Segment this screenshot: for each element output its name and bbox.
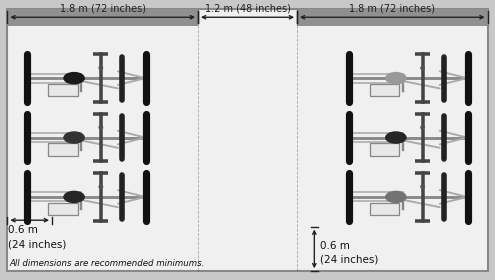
Text: 1.2 m (48 inches): 1.2 m (48 inches) bbox=[204, 4, 291, 14]
Bar bbox=[48, 143, 78, 156]
Ellipse shape bbox=[385, 131, 407, 144]
Text: 1.8 m (72 inches): 1.8 m (72 inches) bbox=[60, 4, 146, 14]
Bar bbox=[7, 9, 198, 26]
Text: 0.6 m: 0.6 m bbox=[320, 241, 350, 251]
Ellipse shape bbox=[385, 191, 407, 203]
Bar bbox=[297, 9, 488, 26]
Bar bbox=[370, 84, 399, 96]
Ellipse shape bbox=[63, 72, 85, 84]
Ellipse shape bbox=[63, 131, 85, 144]
Text: 0.6 m: 0.6 m bbox=[8, 225, 38, 235]
Text: All dimensions are recommended minimums.: All dimensions are recommended minimums. bbox=[10, 259, 205, 268]
Bar bbox=[370, 203, 399, 215]
Bar bbox=[48, 84, 78, 96]
Bar bbox=[48, 203, 78, 215]
Bar bbox=[370, 143, 399, 156]
Text: 1.8 m (72 inches): 1.8 m (72 inches) bbox=[349, 4, 435, 14]
Ellipse shape bbox=[63, 191, 85, 203]
Text: (24 inches): (24 inches) bbox=[320, 255, 379, 265]
Text: (24 inches): (24 inches) bbox=[8, 239, 67, 249]
Ellipse shape bbox=[385, 72, 407, 84]
